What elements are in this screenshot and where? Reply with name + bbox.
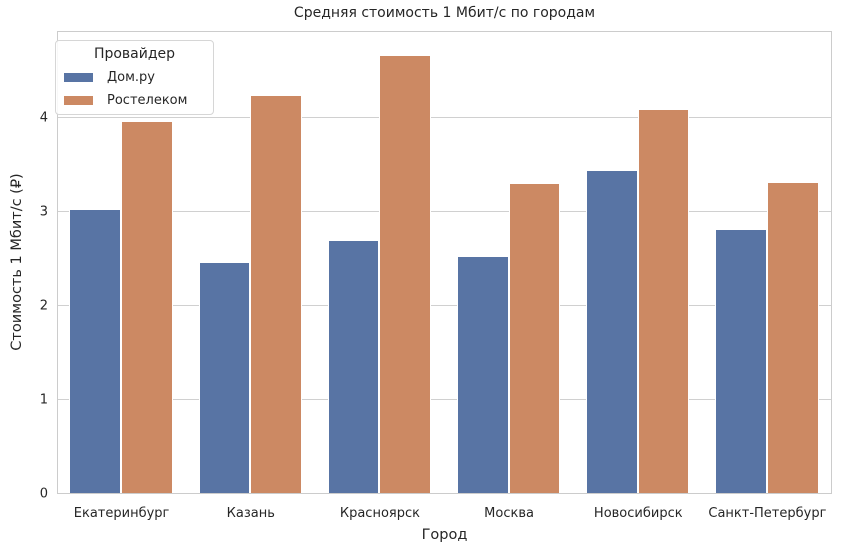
y-tick-label: 1 [39,392,48,408]
bar-domru [327,240,380,493]
gridline [58,399,831,400]
x-tick-label: Красноярск [339,506,420,521]
bar-rostelecom [250,95,302,493]
bar-domru [198,261,251,493]
legend: Провайдер Дом.ру Ростелеком [55,40,214,115]
gridline [58,117,831,118]
bar-domru [715,228,767,493]
bar-domru [456,256,509,493]
bar-rostelecom [508,182,561,493]
gridline [58,305,831,306]
x-tick-label: Новосибирск [593,506,683,521]
bar-rostelecom [121,120,173,493]
bar-rostelecom [637,108,690,493]
x-axis-label: Город [421,527,468,543]
bar-rostelecom [766,181,819,493]
plot-area [57,31,832,494]
x-tick-label: Казань [226,506,275,521]
y-tick-label: 4 [39,110,48,126]
legend-swatch-icon [64,95,93,105]
y-tick-label: 3 [39,204,48,220]
x-tick-label: Москва [484,506,534,521]
chart-title: Средняя стоимость 1 Мбит/с по городам [293,5,596,21]
legend-label: Ростелеком [107,92,188,108]
legend-title: Провайдер [93,46,176,62]
x-tick-label: Санкт-Петербург [708,506,827,521]
y-tick-label: 0 [39,486,48,502]
bar-domru [69,209,122,493]
legend-item-rostelecom: Ростелеком [64,91,187,109]
legend-swatch-icon [64,72,93,82]
y-tick-label: 2 [39,298,48,314]
x-tick-label: Екатеринбург [73,506,170,521]
bar-domru [586,169,638,493]
legend-label: Дом.ру [107,69,155,85]
bar-rostelecom [379,55,432,493]
legend-item-domru: Дом.ру [64,68,155,86]
y-axis-label: Стоимость 1 Мбит/с (₽) [9,173,25,351]
gridline [58,211,831,212]
